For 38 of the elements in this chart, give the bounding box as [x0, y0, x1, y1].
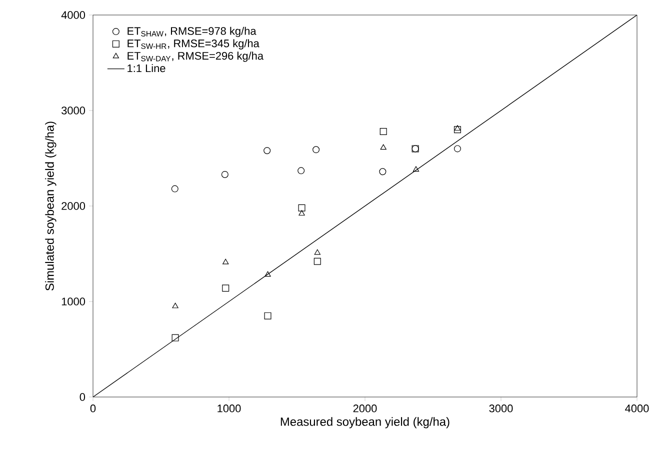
point	[222, 258, 229, 264]
legend-label: ET$_{SW-HR}$, RMSE=345 kg/ha	[128, 39, 260, 50]
point	[412, 166, 420, 172]
point	[379, 168, 386, 176]
point	[454, 126, 461, 134]
x-tick-label: 0	[90, 404, 96, 412]
x-tick-label: 2000	[353, 404, 377, 412]
legend-label: ET$_{SHAW}$, RMSE=978 kg/ha	[128, 26, 256, 38]
point	[454, 145, 461, 152]
x-tick-label: 4000	[625, 404, 649, 412]
x-tick-label: 1000	[218, 404, 241, 412]
y-tick-label: 4000	[61, 11, 86, 19]
point	[222, 284, 230, 292]
point	[298, 167, 305, 174]
y-tick-label: 1000	[62, 298, 86, 306]
point	[172, 334, 179, 342]
point	[221, 170, 228, 178]
y-tick-label: 2000	[62, 202, 86, 210]
point	[314, 258, 321, 265]
point	[312, 146, 320, 154]
point	[171, 185, 178, 192]
y-tick-label: 0	[80, 393, 86, 401]
legend-label: 1:1 Line	[128, 64, 166, 72]
x-tick-label: 3000	[489, 404, 513, 412]
y-tick-label: 3000	[62, 106, 86, 114]
y-axis-title: Simulated soybean yield (kg/ha)	[45, 122, 56, 291]
point	[298, 210, 305, 216]
point	[298, 204, 306, 212]
point	[264, 312, 272, 320]
point	[380, 144, 386, 150]
point	[380, 128, 387, 136]
point	[454, 125, 461, 131]
x-axis-title: Measured soybean yield (kg/ha)	[280, 417, 450, 428]
point	[264, 271, 271, 277]
point	[314, 249, 320, 255]
legend-label: ET$_{SW-DAY}$, RMSE=296 kg/ha	[128, 52, 264, 62]
point	[172, 302, 178, 308]
point	[264, 147, 271, 154]
